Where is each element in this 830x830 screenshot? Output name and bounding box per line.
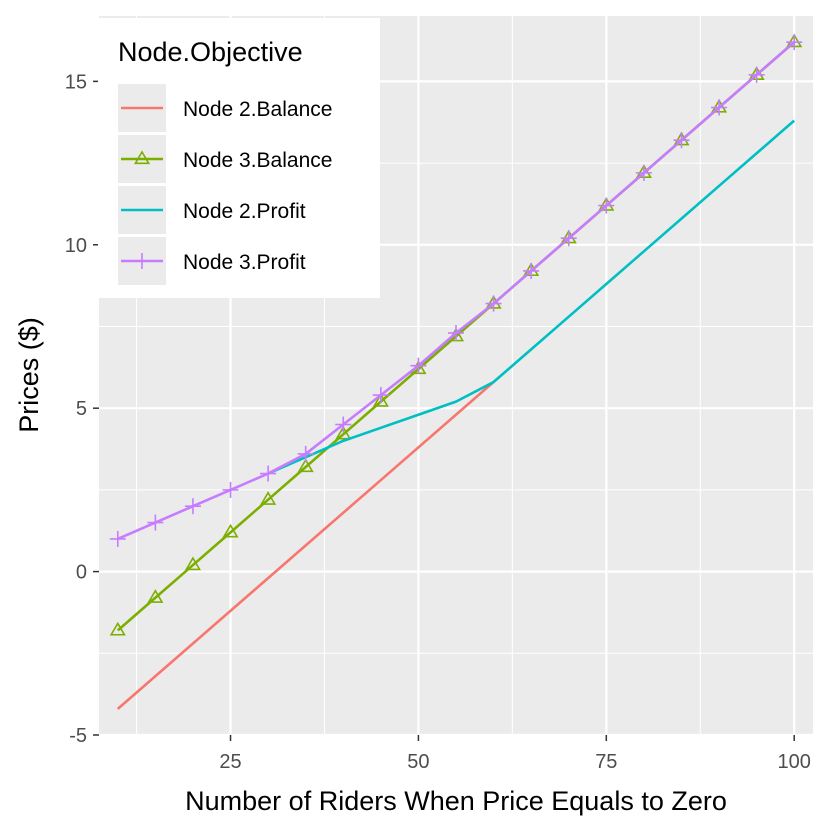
- data-point-node-3-balance: [222, 523, 239, 538]
- legend-label: Node 3.Profit: [183, 251, 306, 274]
- x-tick-label: 100: [778, 751, 811, 773]
- x-tick-label: 25: [219, 751, 241, 773]
- data-point-node-3-balance: [335, 425, 352, 440]
- legend-label: Node 2.Balance: [183, 98, 332, 121]
- data-point-node-3-profit: [297, 445, 314, 462]
- legend-title: Node.Objective: [118, 37, 303, 67]
- legend-label: Node 2.Profit: [183, 200, 306, 223]
- data-point-node-3-profit: [786, 34, 803, 51]
- data-point-node-3-balance: [372, 393, 389, 407]
- data-point-node-3-profit: [335, 416, 352, 433]
- data-point-node-3-profit: [485, 295, 502, 312]
- x-tick-label: 50: [407, 751, 429, 773]
- legend: Node.Objective Node 2.Balance Node 3.Bala…: [98, 18, 380, 298]
- y-tick-label: 15: [65, 71, 87, 93]
- data-point-node-3-profit: [635, 164, 652, 181]
- legend-items: Node 2.Balance Node 3.Balance Node 2.Profi…: [118, 84, 332, 285]
- series-line-node-2-profit: [267, 119, 796, 475]
- y-tick-label: 5: [76, 398, 87, 420]
- series-layer: [109, 33, 803, 710]
- y-axis-title: Prices ($): [14, 317, 44, 433]
- data-point-node-3-profit: [523, 262, 540, 279]
- data-point-node-3-profit: [448, 325, 464, 342]
- x-tick-label: 75: [595, 751, 617, 773]
- data-point-node-3-profit: [372, 387, 389, 404]
- data-point-node-3-profit: [598, 197, 615, 214]
- y-tick-label: 10: [65, 235, 87, 257]
- data-point-node-3-profit: [673, 132, 690, 149]
- data-point-node-3-balance: [109, 621, 126, 636]
- legend-item-node-3-profit: Node 3.Profit: [118, 237, 306, 285]
- data-point-node-3-profit: [260, 465, 277, 482]
- data-point-node-3-balance: [260, 491, 277, 505]
- data-point-node-3-profit: [147, 514, 164, 531]
- data-point-node-3-profit: [109, 530, 126, 547]
- data-point-node-3-profit: [410, 357, 427, 374]
- data-point-node-3-balance: [147, 589, 164, 603]
- y-tick-label: -5: [69, 725, 87, 747]
- data-point-node-3-balance: [184, 556, 201, 571]
- legend-item-node-3-balance: Node 3.Balance: [118, 135, 332, 183]
- data-point-node-3-profit: [748, 66, 765, 83]
- legend-key-marker: [133, 150, 151, 165]
- legend-key-marker: [134, 253, 150, 269]
- axis-ticks: 25 50 75 100 -5 0 5 10 15: [65, 71, 811, 773]
- legend-item-node-2-profit: Node 2.Profit: [118, 186, 306, 234]
- data-point-node-3-profit: [222, 481, 239, 498]
- legend-item-node-2-balance: Node 2.Balance: [118, 84, 332, 132]
- y-tick-label: 0: [76, 562, 87, 584]
- data-point-node-3-profit: [184, 498, 201, 515]
- data-point-node-3-profit: [560, 230, 577, 247]
- data-point-node-3-balance: [297, 458, 314, 473]
- series-line-node-2-balance: [116, 381, 495, 710]
- legend-label: Node 3.Balance: [183, 149, 332, 172]
- x-axis-title: Number of Riders When Price Equals to Ze…: [185, 786, 727, 816]
- data-point-node-3-profit: [711, 99, 728, 116]
